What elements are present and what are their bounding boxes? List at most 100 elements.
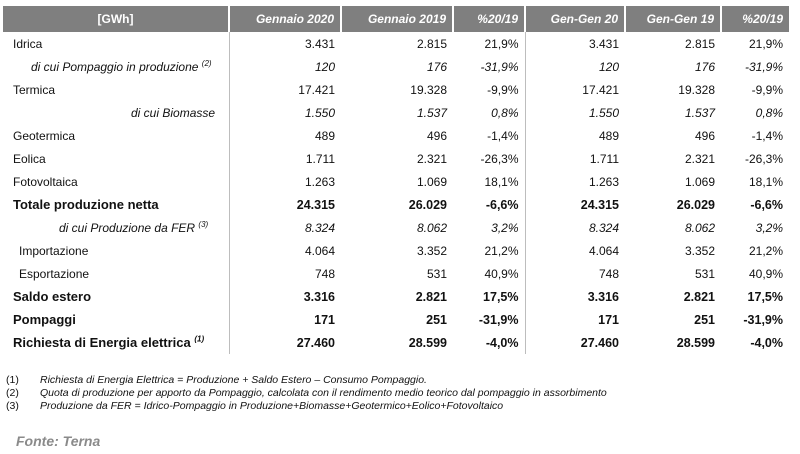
row-label-text: Esportazione	[19, 266, 90, 281]
footnote-ref: (1)	[194, 334, 205, 344]
cell-value: -4,0%	[453, 331, 526, 354]
footnote-number: (1)	[6, 374, 19, 386]
cell-value: 21,2%	[748, 243, 783, 258]
cell-value: 8.062	[416, 220, 447, 235]
cell-value: 19.328	[678, 82, 715, 97]
row-label-text: Pompaggi	[13, 312, 76, 327]
cell-value: 3.352	[416, 243, 447, 258]
cell-value: -1,4%	[453, 124, 526, 147]
cell-value: 748	[314, 266, 335, 281]
cell-value: 3,2%	[755, 220, 783, 235]
cell-value: 251	[426, 312, 447, 327]
energy-balance-table: [GWh] Gennaio 2020 Gennaio 2019 %20/19 G…	[3, 6, 789, 354]
row-label: Richiesta di Energia elettrica (1)	[3, 331, 230, 354]
cell-value: -31,9%	[453, 308, 526, 331]
table-row: Termica 17.421 19.328 -9,9% 17.421 19.328 -9,…	[3, 78, 789, 101]
footnote-ref: (3)	[198, 219, 209, 229]
row-label: di cui Pompaggio in produzione (2)	[3, 55, 230, 78]
cell-value: -4,0%	[750, 335, 783, 350]
row-label: Idrica	[3, 32, 230, 55]
cell-value: 17.421	[582, 82, 619, 97]
row-label: Pompaggi	[3, 308, 230, 331]
header-gennaio-2019: Gennaio 2019	[341, 6, 454, 32]
cell-value: 27.460	[296, 335, 335, 350]
cell-value: 8.062	[684, 220, 715, 235]
cell-value: 1.537	[416, 105, 447, 120]
row-label: Saldo estero	[3, 285, 230, 308]
cell-value: 28.599	[676, 335, 715, 350]
table-row: Richiesta di Energia elettrica (1) 27.460…	[3, 331, 789, 354]
cell-value: 4.064	[304, 243, 335, 258]
row-label-text: di cui Produzione da FER	[59, 220, 196, 235]
cell-value: 1.263	[588, 174, 619, 189]
header-gennaio-2020: Gennaio 2020	[229, 6, 342, 32]
cell-value: 1.537	[684, 105, 715, 120]
cell-value: -31,9%	[743, 312, 783, 327]
footnote: (2) Quota di produzione per apporto da P…	[6, 387, 607, 400]
cell-value: 1.711	[305, 151, 335, 166]
cell-value: 496	[426, 128, 447, 143]
cell-value: 24.315	[580, 197, 619, 212]
cell-value: 26.029	[676, 197, 715, 212]
cell-value: -26,3%	[744, 151, 783, 166]
cell-value: 2.815	[416, 36, 447, 51]
cell-value: -6,6%	[453, 193, 526, 216]
row-label: Eolica	[3, 147, 230, 170]
row-label-text: Richiesta di Energia elettrica	[13, 335, 191, 350]
cell-value: -26,3%	[453, 147, 526, 170]
table-row: di cui Biomasse 1.550 1.537 0,8% 1.550 1.537…	[3, 101, 789, 124]
table-row: Eolica 1.711 2.321 -26,3% 1.711 2.321 -26,3%	[3, 147, 789, 170]
cell-value: 24.315	[296, 197, 335, 212]
cell-value: 21,9%	[748, 36, 783, 51]
table-header-row: [GWh] Gennaio 2020 Gennaio 2019 %20/19 G…	[3, 6, 789, 32]
cell-value: 40,9%	[748, 266, 783, 281]
cell-value: 489	[314, 128, 335, 143]
cell-value: 3.316	[303, 289, 335, 304]
footnote-number: (3)	[6, 400, 19, 412]
cell-value: 1.550	[588, 105, 619, 120]
cell-value: 19.328	[410, 82, 447, 97]
row-label: Fotovoltaica	[3, 170, 230, 193]
table-row: di cui Pompaggio in produzione (2) 120 176…	[3, 55, 789, 78]
row-label: Esportazione	[3, 262, 230, 285]
cell-value: 18,1%	[748, 174, 783, 189]
cell-value: 8.324	[304, 220, 335, 235]
cell-value: 120	[314, 59, 335, 74]
row-label: Termica	[3, 78, 230, 101]
cell-value: 28.599	[408, 335, 447, 350]
row-label-text: Saldo estero	[13, 289, 92, 304]
header-gen-gen-19: Gen-Gen 19	[625, 6, 722, 32]
cell-value: -9,9%	[453, 78, 526, 101]
cell-value: 2.821	[683, 289, 715, 304]
table-row: Fotovoltaica 1.263 1.069 18,1% 1.263 1.069 18…	[3, 170, 789, 193]
cell-value: 1.069	[416, 174, 447, 189]
cell-value: 40,9%	[453, 262, 526, 285]
cell-value: 3.316	[587, 289, 619, 304]
cell-value: 171	[314, 312, 335, 327]
row-label: di cui Produzione da FER (3)	[3, 216, 230, 239]
row-label-text: di cui Pompaggio in produzione	[31, 59, 199, 74]
cell-value: 3.431	[304, 36, 335, 51]
row-label: di cui Biomasse	[3, 101, 230, 124]
cell-value: 531	[426, 266, 447, 281]
table-row: di cui Produzione da FER (3) 8.324 8.062 3,…	[3, 216, 789, 239]
table-row: Geotermica 489 496 -1,4% 489 496 -1,4%	[3, 124, 789, 147]
cell-value: 17,5%	[453, 285, 526, 308]
cell-value: 27.460	[580, 335, 619, 350]
row-label-text: Fotovoltaica	[13, 174, 78, 189]
row-label-text: Totale produzione netta	[13, 197, 159, 212]
cell-value: 489	[598, 128, 619, 143]
cell-value: 1.550	[304, 105, 335, 120]
cell-value: 1.711	[589, 151, 619, 166]
cell-value: -1,4%	[751, 128, 783, 143]
row-label-text: di cui Biomasse	[131, 105, 216, 120]
cell-value: 531	[694, 266, 715, 281]
cell-value: 748	[598, 266, 619, 281]
cell-value: 2.815	[684, 36, 715, 51]
cell-value: 120	[598, 59, 619, 74]
cell-value: 21,9%	[453, 32, 526, 55]
row-label-text: Geotermica	[13, 128, 76, 143]
row-label: Importazione	[3, 239, 230, 262]
footnote-ref: (2)	[201, 58, 212, 68]
table-row: Esportazione 748 531 40,9% 748 531 40,9%	[3, 262, 789, 285]
